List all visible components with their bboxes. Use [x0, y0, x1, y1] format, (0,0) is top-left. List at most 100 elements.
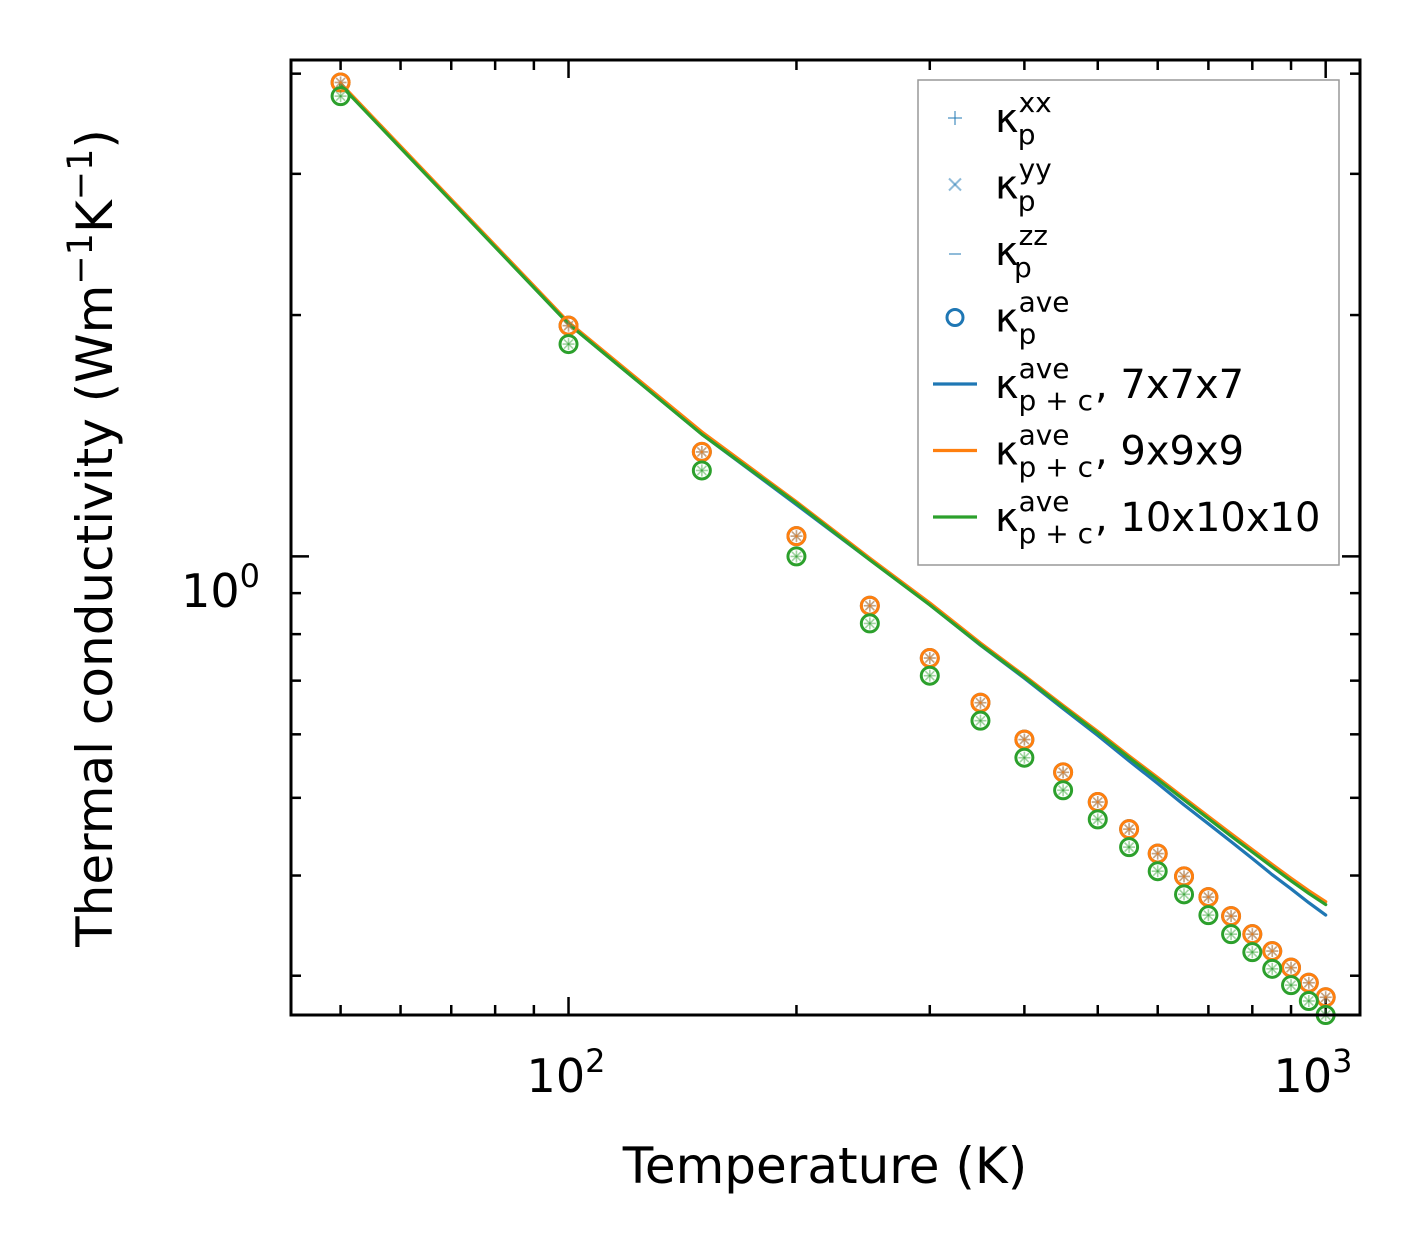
kappa-yy-marker — [1019, 734, 1030, 745]
kappa-yy-marker — [1152, 848, 1163, 859]
major-ticks — [291, 60, 1360, 1015]
data-point-9x9x9 — [1298, 972, 1319, 993]
kappa-yy-marker — [1203, 892, 1214, 903]
kappa-ave-marker — [786, 526, 807, 547]
kappa-yy-marker — [1247, 929, 1258, 940]
kappa-ave-marker — [786, 546, 807, 567]
x-tick-label-100: 102 — [527, 1042, 606, 1103]
kappa-yy-marker — [1303, 995, 1314, 1007]
kappa-symbol: κ — [995, 429, 1019, 475]
kappa-yy-marker — [1152, 866, 1163, 877]
kappa-ave-marker — [330, 72, 351, 93]
kappa-yy-marker — [1058, 785, 1069, 796]
data-point-9x9x9 — [970, 692, 991, 713]
kappa-ave-marker — [1174, 884, 1195, 905]
data-point-10x10x10 — [558, 334, 579, 355]
data-point-10x10x10 — [859, 613, 880, 634]
kappa-yy-marker — [1285, 962, 1297, 973]
legend-suffix: , 10x10x10 — [1095, 495, 1320, 541]
kappa-yy-marker — [864, 618, 875, 629]
kappa-yy-marker — [1320, 992, 1331, 1003]
data-point-9x9x9 — [1315, 987, 1336, 1008]
kappa-ave-marker — [330, 86, 351, 107]
kappa-ave-marker — [919, 665, 940, 686]
kappa-symbol: κ — [995, 362, 1019, 408]
kappa-yy-marker — [1226, 929, 1237, 940]
kappa-yy-marker — [924, 652, 935, 664]
legend-entry: κave p + c, 9x9x9 — [933, 419, 1244, 484]
kappa-yy-marker — [1178, 889, 1190, 900]
legend-entry: κave p — [945, 286, 1070, 351]
kappa-yy-marker — [1303, 977, 1314, 988]
kappa-yy-marker — [791, 531, 802, 542]
legend-entry: κave p + c, 7x7x7 — [933, 352, 1244, 417]
kappa-yy-marker — [1285, 962, 1297, 973]
data-point-9x9x9 — [1198, 887, 1219, 908]
kappa-yy-marker — [1124, 824, 1135, 835]
data-point-10x10x10 — [1147, 861, 1168, 882]
kappa-yy-marker — [1203, 910, 1214, 921]
data-point-10x10x10 — [330, 86, 351, 107]
data-point-9x9x9 — [786, 526, 807, 547]
kappa-yy-marker — [975, 715, 986, 726]
kappa-yy-marker — [1303, 995, 1314, 1007]
legend-label: κxx p — [995, 86, 1052, 151]
kappa-yy-marker — [696, 465, 707, 476]
kappa-ave-marker — [1053, 780, 1074, 801]
kappa-yy-marker — [1019, 734, 1030, 745]
kappa-yy-marker — [1152, 848, 1163, 859]
kappa-yy-marker — [1019, 752, 1030, 763]
data-point-9x9x9 — [1053, 762, 1074, 783]
legend-subscript: p — [1018, 118, 1036, 151]
y-axis-label: Thermal conductivity (Wm−1K−1) — [61, 129, 124, 948]
kappa-yy-marker — [1303, 977, 1314, 988]
kappa-yy-marker — [1285, 980, 1297, 991]
kappa-yy-marker — [335, 91, 346, 102]
kappa-yy-marker — [791, 551, 802, 562]
kappa-yy-marker — [1303, 977, 1314, 988]
kappa-yy-marker — [335, 77, 346, 88]
kappa-ave-marker — [1147, 861, 1168, 882]
kappa-yy-marker — [335, 91, 346, 102]
kappa-yy-marker — [791, 551, 802, 562]
legend-superscript: ave — [1019, 485, 1070, 518]
x-tick-label-1000: 103 — [1274, 1042, 1353, 1103]
kappa-yy-marker — [791, 531, 802, 542]
legend-superscript: zz — [1019, 219, 1048, 252]
line-series-10x10x10 — [339, 83, 1328, 907]
kappa-yy-marker — [1285, 962, 1297, 973]
kappa-symbol: κ — [995, 96, 1019, 142]
kappa-yy-marker — [1178, 871, 1190, 882]
plot-frame — [289, 58, 1362, 1017]
data-point-10x10x10 — [1298, 990, 1319, 1011]
data-point-10x10x10 — [970, 710, 991, 731]
data-point-10x10x10 — [1174, 884, 1195, 905]
kappa-yy-marker — [1019, 734, 1030, 745]
data-point-9x9x9 — [691, 441, 712, 462]
legend-superscript: ave — [1019, 286, 1070, 319]
kappa-yy-marker — [696, 446, 707, 457]
legend-suffix: , 7x7x7 — [1095, 362, 1244, 408]
kappa-ave-marker — [1087, 809, 1108, 830]
kappa-yy-marker — [335, 77, 346, 88]
kappa-yy-marker — [1203, 892, 1214, 903]
kappa-ave-marker — [1014, 747, 1035, 768]
kappa-yy-marker — [864, 618, 875, 629]
kappa-yy-marker — [924, 652, 935, 664]
kappa-yy-marker — [1247, 947, 1258, 958]
kappa-ave-marker — [1119, 837, 1140, 858]
kappa-ave-marker — [859, 613, 880, 634]
data-point-9x9x9 — [1147, 843, 1168, 864]
data-point-9x9x9 — [859, 595, 880, 616]
legend-subscript: p — [1014, 251, 1032, 284]
kappa-yy-marker — [563, 320, 574, 331]
kappa-yy-marker — [1058, 767, 1069, 778]
kappa-yy-marker — [1058, 767, 1069, 778]
kappa-yy-marker — [1303, 977, 1314, 988]
legend-label: κyy p — [995, 153, 1052, 218]
kappa-yy-marker — [335, 77, 346, 88]
legend-suffix: , 9x9x9 — [1095, 429, 1244, 475]
legend-entry: κyy p — [948, 153, 1052, 218]
kappa-yy-marker — [1092, 814, 1103, 825]
data-point-10x10x10 — [1198, 905, 1219, 926]
